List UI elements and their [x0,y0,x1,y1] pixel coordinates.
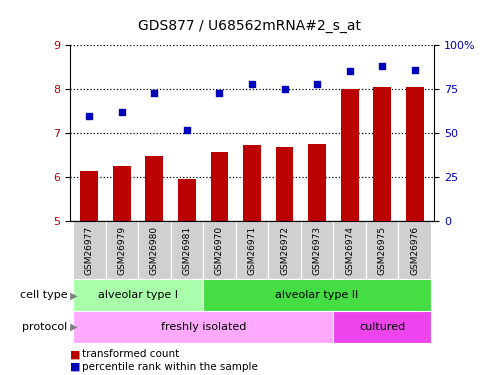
Bar [171,221,203,279]
Point [248,81,256,87]
Text: GSM26976: GSM26976 [410,226,419,275]
Bar [146,156,163,221]
Bar [268,221,301,279]
Point [346,68,354,74]
Bar [341,89,358,221]
Bar [406,87,424,221]
Bar [113,166,131,221]
Text: ■: ■ [70,362,80,372]
Text: GSM26972: GSM26972 [280,226,289,275]
Point [378,63,386,69]
Bar [333,221,366,279]
Point [183,127,191,133]
Bar [308,144,326,221]
Text: ▶: ▶ [67,322,78,332]
Point [150,90,158,96]
Bar [373,87,391,221]
Text: GDS877 / U68562mRNA#2_s_at: GDS877 / U68562mRNA#2_s_at [138,19,361,33]
Bar [398,221,431,279]
Point [280,86,288,92]
Point [85,112,93,118]
Bar [73,311,333,343]
Text: GSM26981: GSM26981 [183,226,192,275]
Text: GSM26980: GSM26980 [150,226,159,275]
Text: protocol: protocol [22,322,67,332]
Text: percentile rank within the sample: percentile rank within the sample [82,362,258,372]
Bar [275,147,293,221]
Text: transformed count: transformed count [82,349,180,359]
Bar [138,221,171,279]
Text: cell type: cell type [20,290,67,300]
Bar [211,152,229,221]
Bar [73,221,106,279]
Text: alveolar type I: alveolar type I [98,290,178,300]
Text: GSM26974: GSM26974 [345,226,354,275]
Text: ■: ■ [70,349,80,359]
Text: GSM26970: GSM26970 [215,226,224,275]
Bar [73,279,203,311]
Text: GSM26979: GSM26979 [117,226,126,275]
Text: GSM26975: GSM26975 [378,226,387,275]
Text: freshly isolated: freshly isolated [161,322,246,332]
Text: GSM26973: GSM26973 [312,226,321,275]
Bar [203,221,236,279]
Text: GSM26977: GSM26977 [85,226,94,275]
Bar [203,279,431,311]
Point [216,90,224,96]
Bar [333,311,431,343]
Bar [178,179,196,221]
Point [118,109,126,115]
Point [411,67,419,73]
Bar [236,221,268,279]
Bar [243,146,261,221]
Bar [106,221,138,279]
Text: alveolar type II: alveolar type II [275,290,359,300]
Text: cultured: cultured [359,322,405,332]
Bar [301,221,333,279]
Bar [366,221,398,279]
Text: ▶: ▶ [67,290,78,300]
Point [313,81,321,87]
Text: GSM26971: GSM26971 [248,226,256,275]
Bar [80,171,98,221]
